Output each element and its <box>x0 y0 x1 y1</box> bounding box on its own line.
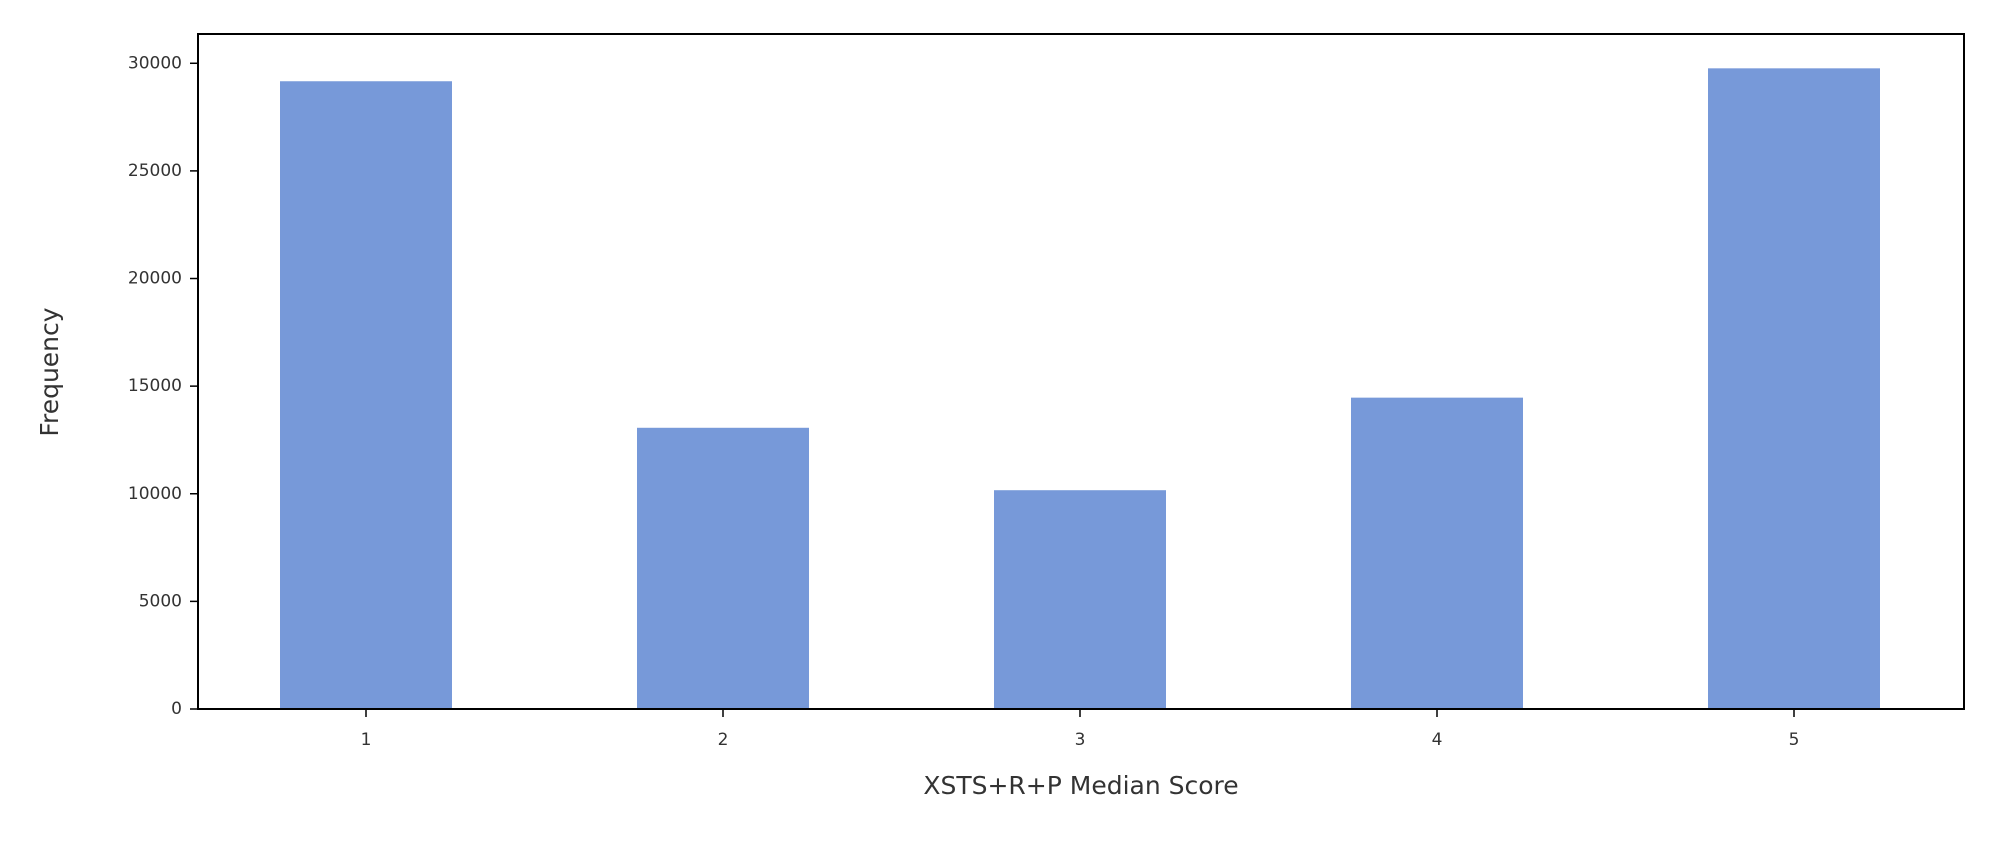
y-tick-label: 5000 <box>139 591 182 611</box>
y-axis-label: Frequency <box>35 307 64 436</box>
bar <box>1349 396 1525 710</box>
y-tick-label: 30000 <box>128 53 182 73</box>
y-tick-label: 15000 <box>128 376 182 396</box>
x-tick-label: 4 <box>1432 730 1443 750</box>
y-tick-label: 10000 <box>128 484 182 504</box>
x-tick-label: 1 <box>361 730 372 750</box>
bar <box>278 79 454 710</box>
y-tick-label: 25000 <box>128 161 182 181</box>
x-tick-label: 2 <box>718 730 729 750</box>
y-tick-label: 20000 <box>128 269 182 289</box>
bar <box>1706 66 1882 710</box>
plot-frame <box>197 33 1965 710</box>
y-tick-label: 0 <box>171 699 182 719</box>
x-tick-label: 5 <box>1789 730 1800 750</box>
x-axis-label: XSTS+R+P Median Score <box>923 771 1238 800</box>
bar <box>992 488 1168 710</box>
bar <box>635 426 811 710</box>
x-tick-label: 3 <box>1075 730 1086 750</box>
